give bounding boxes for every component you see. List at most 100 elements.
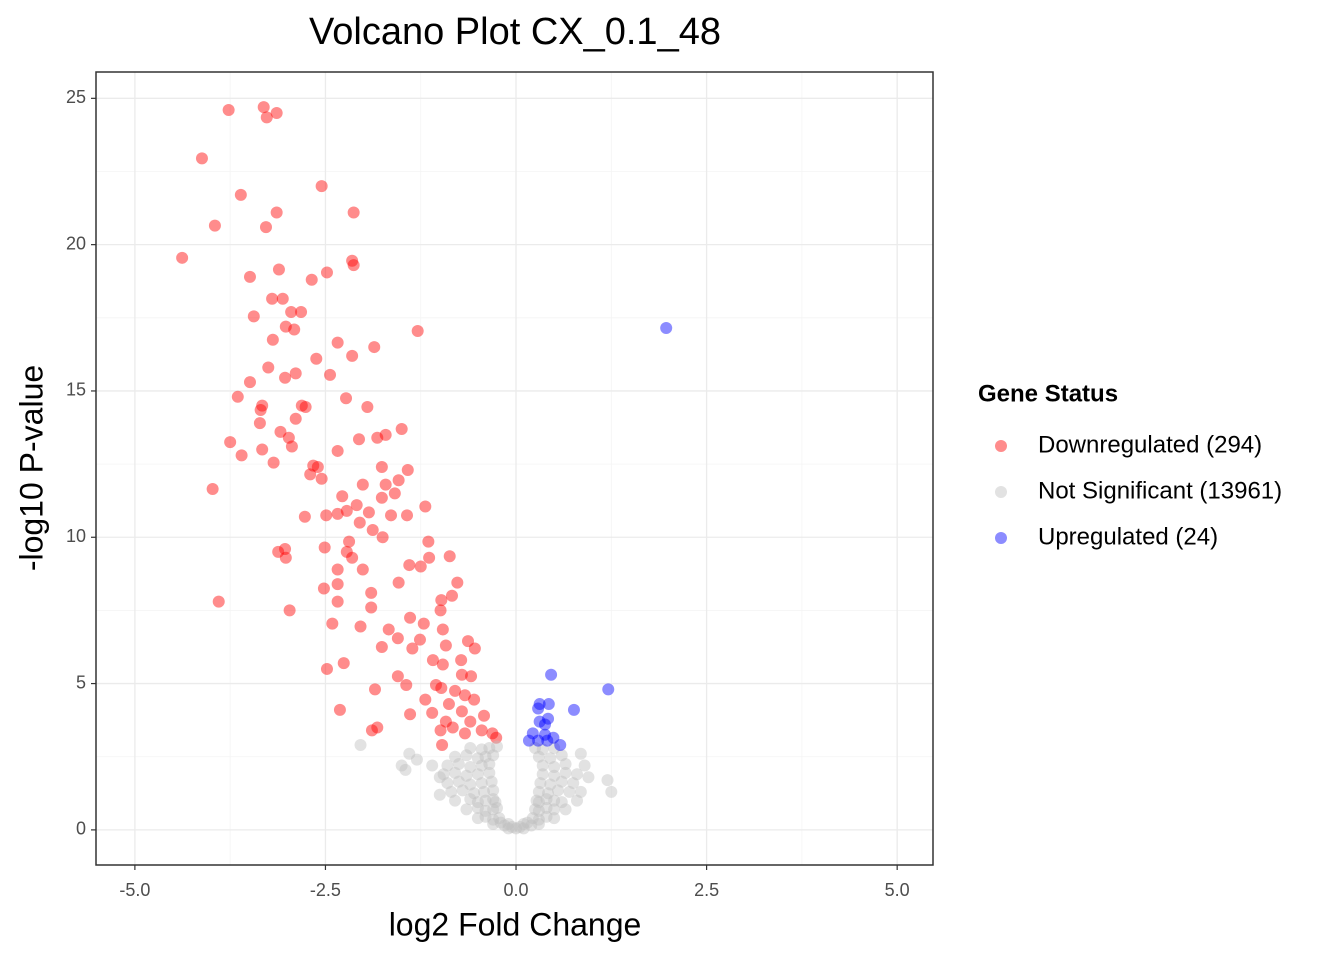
data-point: [526, 727, 539, 740]
data-point: [388, 487, 401, 500]
data-point: [475, 777, 488, 790]
data-point: [441, 777, 454, 790]
data-point: [582, 771, 595, 784]
data-point: [559, 758, 572, 771]
data-point: [375, 461, 388, 474]
data-point: [513, 820, 526, 833]
data-point: [526, 812, 539, 825]
data-point: [487, 749, 500, 762]
data-point: [235, 449, 248, 462]
data-point: [571, 794, 584, 807]
data-point: [493, 812, 506, 825]
data-point: [222, 104, 235, 117]
data-point: [479, 750, 492, 763]
data-point: [536, 743, 549, 756]
data-point: [379, 428, 392, 441]
data-point: [391, 670, 404, 683]
data-point: [479, 810, 492, 823]
data-point: [419, 500, 432, 513]
x-tick-label: 0.0: [504, 880, 529, 900]
data-point: [305, 273, 318, 286]
data-point: [333, 703, 346, 716]
data-point: [534, 777, 547, 790]
data-point: [517, 822, 530, 835]
data-point: [331, 578, 344, 591]
data-point: [487, 803, 500, 816]
data-point: [567, 703, 580, 716]
data-point: [605, 785, 618, 798]
data-point: [307, 459, 320, 472]
data-point: [660, 322, 673, 335]
data-point: [433, 788, 446, 801]
data-point: [449, 766, 462, 779]
data-point: [256, 399, 269, 412]
data-point: [487, 818, 500, 831]
data-point: [544, 778, 557, 791]
data-point: [266, 333, 279, 346]
data-point: [548, 794, 561, 807]
legend-key: [995, 440, 1007, 452]
data-point: [401, 509, 414, 522]
data-point: [475, 759, 488, 772]
data-point: [288, 323, 301, 336]
data-point: [522, 734, 535, 747]
data-point: [366, 523, 379, 536]
legend-label: Downregulated (294): [1038, 431, 1262, 458]
data-point: [436, 623, 449, 636]
data-point: [266, 292, 279, 305]
data-point: [555, 775, 568, 788]
data-point: [489, 796, 502, 809]
data-point: [315, 472, 328, 485]
data-point: [471, 801, 484, 814]
data-point: [532, 702, 545, 715]
data-point: [410, 753, 423, 766]
data-point: [498, 819, 511, 832]
data-point: [536, 759, 549, 772]
data-point: [347, 206, 360, 219]
data-point: [483, 766, 496, 779]
data-point: [406, 642, 419, 655]
data-point: [426, 706, 439, 719]
data-point: [337, 657, 350, 670]
data-point: [320, 509, 333, 522]
data-point: [403, 559, 416, 572]
data-point: [311, 461, 324, 474]
data-point: [464, 741, 477, 754]
data-point: [414, 560, 427, 573]
data-point: [487, 784, 500, 797]
x-tick-label: -5.0: [119, 880, 150, 900]
data-point: [483, 741, 496, 754]
data-point: [279, 371, 292, 384]
data-point: [540, 810, 553, 823]
data-point: [426, 654, 439, 667]
data-point: [283, 604, 296, 617]
data-point: [548, 769, 561, 782]
data-point: [176, 251, 189, 264]
data-point: [285, 440, 298, 453]
data-point: [456, 784, 469, 797]
data-point: [443, 550, 456, 563]
data-point: [502, 822, 515, 835]
data-point: [451, 576, 464, 589]
data-point: [376, 531, 389, 544]
data-point: [532, 813, 545, 826]
data-point: [439, 715, 452, 728]
data-point: [559, 766, 572, 779]
data-point: [542, 712, 555, 725]
data-point: [464, 793, 477, 806]
data-point: [487, 793, 500, 806]
data-point: [517, 818, 530, 831]
data-point: [346, 551, 359, 564]
data-point: [548, 760, 561, 773]
data-point: [270, 106, 283, 119]
data-point: [455, 705, 468, 718]
data-point: [295, 399, 308, 412]
data-point: [446, 721, 459, 734]
data-point: [361, 401, 374, 414]
data-point: [529, 741, 542, 754]
data-point: [468, 642, 481, 655]
data-point: [310, 352, 323, 365]
data-point: [270, 206, 283, 219]
data-point: [354, 739, 367, 752]
